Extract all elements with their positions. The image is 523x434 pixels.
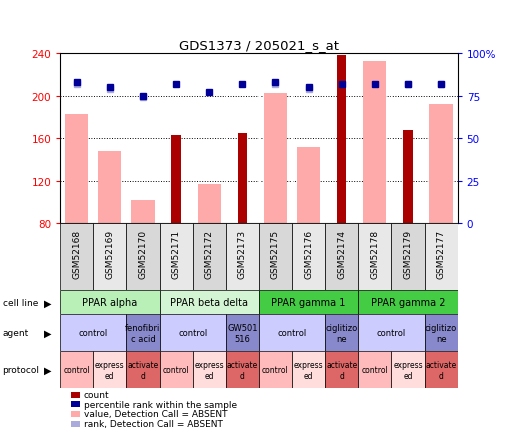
Text: cell line: cell line: [3, 298, 38, 307]
Text: activate
d: activate d: [127, 360, 158, 380]
Title: GDS1373 / 205021_s_at: GDS1373 / 205021_s_at: [179, 39, 339, 52]
Bar: [160, 224, 192, 291]
Bar: [358, 352, 391, 388]
Text: PPAR gamma 1: PPAR gamma 1: [271, 298, 346, 308]
Bar: [259, 291, 358, 315]
Text: GSM52176: GSM52176: [304, 229, 313, 278]
Text: ▶: ▶: [44, 365, 52, 375]
Text: ciglitizo
ne: ciglitizo ne: [326, 323, 358, 343]
Bar: [93, 352, 127, 388]
Text: count: count: [84, 391, 109, 399]
Bar: [60, 352, 93, 388]
Text: value, Detection Call = ABSENT: value, Detection Call = ABSENT: [84, 410, 227, 418]
Text: GSM52169: GSM52169: [105, 229, 115, 278]
Bar: [60, 291, 160, 315]
Bar: [160, 291, 259, 315]
Text: control: control: [178, 329, 207, 338]
Bar: [192, 224, 226, 291]
Text: agent: agent: [3, 329, 29, 338]
Text: fenofibri
c acid: fenofibri c acid: [126, 323, 161, 343]
Bar: [160, 315, 226, 352]
Bar: [425, 315, 458, 352]
Text: control: control: [163, 365, 189, 375]
Text: ciglitizo
ne: ciglitizo ne: [425, 323, 457, 343]
Bar: [127, 315, 160, 352]
Bar: [127, 352, 160, 388]
Bar: [403, 130, 413, 224]
Text: control: control: [377, 329, 406, 338]
Bar: [325, 352, 358, 388]
Bar: [259, 315, 325, 352]
Bar: [65, 115, 88, 224]
Text: GSM52173: GSM52173: [238, 229, 247, 278]
Bar: [192, 352, 226, 388]
Text: control: control: [361, 365, 388, 375]
Text: GSM52172: GSM52172: [204, 229, 214, 278]
Bar: [98, 151, 121, 224]
Bar: [226, 224, 259, 291]
Text: express
ed: express ed: [393, 360, 423, 380]
Text: activate
d: activate d: [326, 360, 357, 380]
Text: GSM52168: GSM52168: [72, 229, 81, 278]
Text: PPAR alpha: PPAR alpha: [82, 298, 138, 308]
Bar: [127, 224, 160, 291]
Bar: [264, 93, 287, 224]
Bar: [226, 352, 259, 388]
Bar: [325, 224, 358, 291]
Text: control: control: [262, 365, 289, 375]
Text: GSM52175: GSM52175: [271, 229, 280, 278]
Bar: [297, 147, 320, 224]
Text: activate
d: activate d: [425, 360, 457, 380]
Bar: [226, 315, 259, 352]
Bar: [325, 315, 358, 352]
Text: GSM52179: GSM52179: [403, 229, 413, 278]
Text: express
ed: express ed: [195, 360, 224, 380]
Bar: [160, 352, 192, 388]
Text: percentile rank within the sample: percentile rank within the sample: [84, 400, 237, 409]
Bar: [259, 224, 292, 291]
Text: PPAR beta delta: PPAR beta delta: [170, 298, 248, 308]
Bar: [358, 291, 458, 315]
Bar: [425, 352, 458, 388]
Text: rank, Detection Call = ABSENT: rank, Detection Call = ABSENT: [84, 419, 223, 428]
Text: GSM52171: GSM52171: [172, 229, 180, 278]
Bar: [60, 315, 127, 352]
Bar: [429, 105, 453, 224]
Bar: [337, 56, 346, 224]
Text: GSM52170: GSM52170: [139, 229, 147, 278]
Bar: [391, 352, 425, 388]
Bar: [237, 134, 247, 224]
Bar: [425, 224, 458, 291]
Text: GSM52177: GSM52177: [437, 229, 446, 278]
Bar: [259, 352, 292, 388]
Bar: [292, 352, 325, 388]
Text: GSM52174: GSM52174: [337, 229, 346, 278]
Text: GSM52178: GSM52178: [370, 229, 379, 278]
Text: ▶: ▶: [44, 328, 52, 338]
Bar: [198, 184, 221, 224]
Text: ▶: ▶: [44, 298, 52, 308]
Bar: [292, 224, 325, 291]
Bar: [60, 224, 93, 291]
Bar: [391, 224, 425, 291]
Text: control: control: [277, 329, 306, 338]
Bar: [358, 224, 391, 291]
Text: GW501
516: GW501 516: [227, 323, 257, 343]
Bar: [172, 136, 181, 224]
Text: control: control: [63, 365, 90, 375]
Text: activate
d: activate d: [226, 360, 258, 380]
Text: express
ed: express ed: [95, 360, 124, 380]
Text: PPAR gamma 2: PPAR gamma 2: [371, 298, 445, 308]
Bar: [358, 315, 425, 352]
Bar: [93, 224, 127, 291]
Text: protocol: protocol: [3, 365, 40, 375]
Text: control: control: [78, 329, 108, 338]
Text: express
ed: express ed: [294, 360, 323, 380]
Bar: [131, 200, 155, 224]
Bar: [363, 62, 386, 224]
